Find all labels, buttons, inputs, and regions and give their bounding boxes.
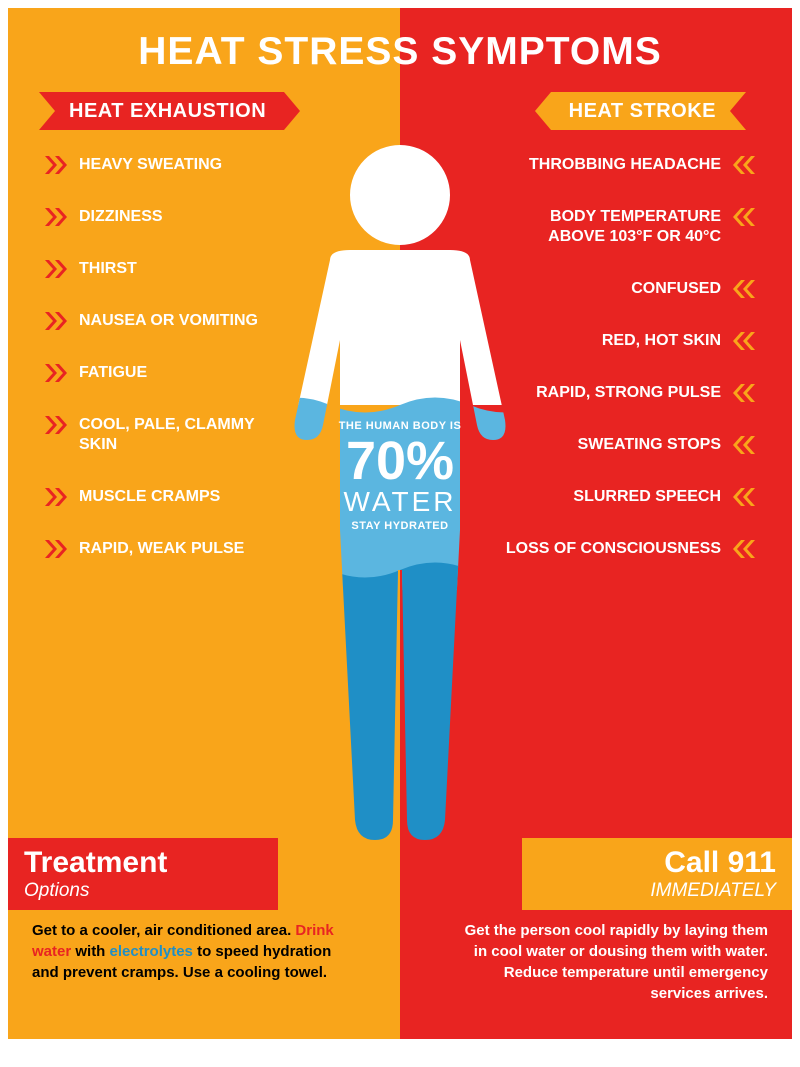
symptom-item: NAUSEA OR VOMITING: [45, 311, 275, 331]
chevron-icon: [45, 416, 67, 434]
figure-hydrate: STAY HYDRATED: [310, 520, 490, 532]
chevron-icon: [45, 156, 67, 174]
symptom-label: THIRST: [79, 259, 137, 279]
symptom-label: FATIGUE: [79, 363, 147, 383]
treatment-title: Treatment: [24, 846, 262, 880]
figure-percent: 70%: [310, 434, 490, 488]
symptom-label: SWEATING STOPS: [578, 435, 721, 455]
symptom-label: RED, HOT SKIN: [602, 331, 721, 351]
chevron-icon: [45, 488, 67, 506]
symptom-label: BODY TEMPERATURE ABOVE 103°F OR 40°C: [505, 207, 721, 247]
symptom-label: CONFUSED: [631, 279, 721, 299]
main-title: HEAT STRESS SYMPTOMS: [0, 30, 800, 74]
footer-copyright: Copyright at SG World USA. Reproduction …: [66, 1054, 232, 1061]
symptom-label: DIZZINESS: [79, 207, 163, 227]
chevron-icon: [733, 436, 755, 454]
footer-tollfree: Toll Free: (844) 372-0710: [285, 1054, 364, 1061]
symptom-item: THROBBING HEADACHE: [505, 155, 755, 175]
chevron-icon: [733, 332, 755, 350]
call-911-title: Call 911: [538, 846, 776, 880]
treatment-text-right: Get the person cool rapidly by laying th…: [458, 920, 768, 1004]
symptom-item: LOSS OF CONSCIOUSNESS: [505, 539, 755, 559]
symptom-label: SLURRED SPEECH: [573, 487, 721, 507]
symptom-item: FATIGUE: [45, 363, 275, 383]
symptom-item: CONFUSED: [505, 279, 755, 299]
symptom-item: BODY TEMPERATURE ABOVE 103°F OR 40°C: [505, 207, 755, 247]
symptom-label: LOSS OF CONSCIOUSNESS: [506, 539, 721, 559]
treatment-box-left: Treatment Options: [8, 838, 278, 910]
banner-label: HEAT EXHAUSTION: [69, 100, 266, 123]
chevron-icon: [733, 488, 755, 506]
chevron-icon: [733, 384, 755, 402]
symptom-item: SWEATING STOPS: [505, 435, 755, 455]
figure-text: THE HUMAN BODY IS 70% WATER STAY HYDRATE…: [310, 420, 490, 532]
figure-water: WATER: [310, 488, 490, 516]
symptom-label: NAUSEA OR VOMITING: [79, 311, 258, 331]
chevron-icon: [45, 208, 67, 226]
heat-stroke-banner: HEAT STROKE: [551, 92, 730, 130]
symptom-label: THROBBING HEADACHE: [529, 155, 721, 175]
chevron-icon: [733, 540, 755, 558]
treatment-sub: Options: [24, 880, 262, 902]
stroke-symptom-list: THROBBING HEADACHE BODY TEMPERATURE ABOV…: [505, 155, 755, 559]
heat-exhaustion-banner: HEAT EXHAUSTION: [55, 92, 284, 130]
chevron-icon: [45, 364, 67, 382]
symptom-item: RAPID, WEAK PULSE: [45, 539, 275, 559]
treatment-box-right: Call 911 IMMEDIATELY: [522, 838, 792, 910]
symptom-label: COOL, PALE, CLAMMY SKIN: [79, 415, 275, 455]
chevron-icon: [45, 260, 67, 278]
banner-label: HEAT STROKE: [569, 100, 716, 123]
symptom-item: DIZZINESS: [45, 207, 275, 227]
chevron-icon: [45, 540, 67, 558]
chevron-icon: [733, 156, 755, 174]
call-911-sub: IMMEDIATELY: [538, 880, 776, 902]
symptom-item: COOL, PALE, CLAMMY SKIN: [45, 415, 275, 455]
chevron-icon: [733, 280, 755, 298]
symptom-label: RAPID, STRONG PULSE: [536, 383, 721, 403]
highlight-electrolytes: electrolytes: [110, 943, 193, 960]
symptom-item: HEAVY SWEATING: [45, 155, 275, 175]
footer-url: www.sgworldusa.com: [565, 1054, 632, 1061]
exhaustion-symptom-list: HEAVY SWEATING DIZZINESS THIRST NAUSEA O…: [45, 155, 275, 559]
symptom-label: MUSCLE CRAMPS: [79, 487, 220, 507]
symptom-item: RAPID, STRONG PULSE: [505, 383, 755, 403]
footer-email: Email: office@sgworldusa.com: [417, 1054, 513, 1061]
symptom-label: HEAVY SWEATING: [79, 155, 222, 175]
symptom-item: THIRST: [45, 259, 275, 279]
chevron-icon: [733, 208, 755, 226]
human-figure: THE HUMAN BODY IS 70% WATER STAY HYDRATE…: [260, 140, 540, 860]
symptom-label: RAPID, WEAK PULSE: [79, 539, 244, 559]
symptom-item: RED, HOT SKIN: [505, 331, 755, 351]
footer: Copyright at SG World USA. Reproduction …: [0, 1054, 800, 1061]
symptom-item: SLURRED SPEECH: [505, 487, 755, 507]
symptom-item: MUSCLE CRAMPS: [45, 487, 275, 507]
treatment-text-left: Get to a cooler, air conditioned area. D…: [32, 920, 342, 983]
footer-sku: SKU: 20111296: [685, 1054, 733, 1061]
chevron-icon: [45, 312, 67, 330]
